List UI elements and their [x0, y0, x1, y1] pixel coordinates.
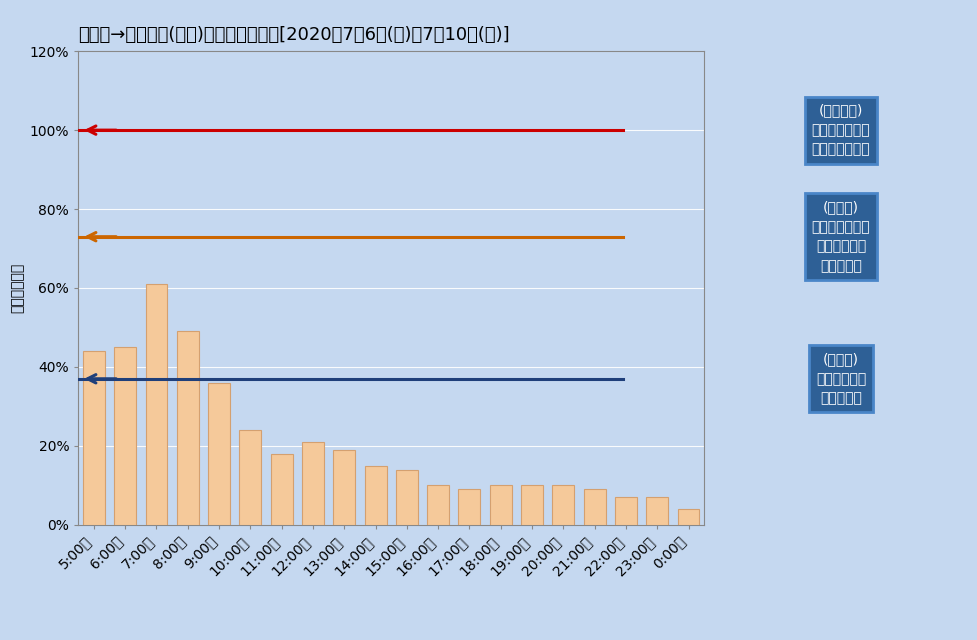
Bar	[458, 489, 480, 525]
Bar	[271, 454, 292, 525]
Bar	[489, 485, 511, 525]
Bar	[208, 383, 230, 525]
Bar	[333, 450, 355, 525]
Bar	[646, 497, 667, 525]
Text: 汐留駅→竹苝駅間(下り)における混雑率[2020年7月6日(月)～7月10日(金)]: 汐留駅→竹苝駅間(下り)における混雑率[2020年7月6日(月)～7月10日(金…	[78, 26, 509, 44]
Bar	[552, 485, 573, 525]
Bar	[146, 284, 167, 525]
Bar	[677, 509, 699, 525]
Bar	[83, 351, 105, 525]
Text: (７３％)
座席が埋まり、
つり手が半分
埋まる程度: (７３％) 座席が埋まり、 つり手が半分 埋まる程度	[811, 200, 870, 273]
Text: (１００％)
座席、つり手が
ほば埋まる程度: (１００％) 座席、つり手が ほば埋まる程度	[811, 104, 870, 157]
Bar	[302, 442, 323, 525]
Bar	[583, 489, 605, 525]
Text: (３７％)
全ての座席が
埋まる程度: (３７％) 全ての座席が 埋まる程度	[815, 352, 866, 405]
Bar	[427, 485, 448, 525]
Bar	[114, 347, 136, 525]
Y-axis label: 混雑率（％）: 混雑率（％）	[10, 263, 24, 313]
Bar	[396, 470, 417, 525]
Bar	[177, 332, 198, 525]
Bar	[364, 465, 386, 525]
Bar	[615, 497, 636, 525]
Bar	[239, 430, 261, 525]
Bar	[521, 485, 542, 525]
